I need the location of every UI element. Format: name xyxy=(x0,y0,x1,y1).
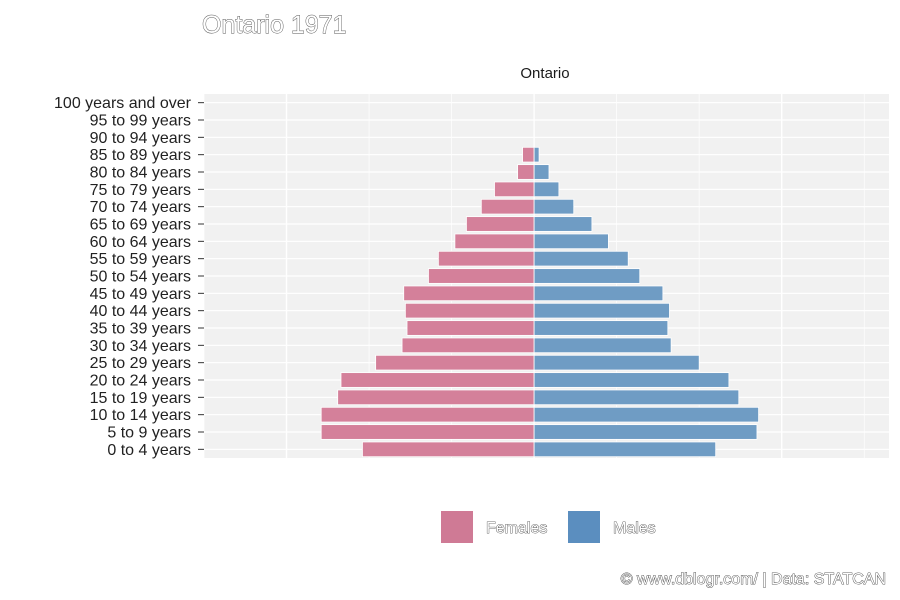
bar-females-12 xyxy=(454,233,535,250)
chart-title: Ontario 1971 xyxy=(202,11,347,39)
bar-males-6 xyxy=(533,337,672,354)
bar-males-13 xyxy=(533,216,593,232)
y-tick-label: 30 to 34 years xyxy=(90,338,191,355)
y-tick-label: 85 to 89 years xyxy=(90,147,191,164)
legend-swatch-females xyxy=(441,511,473,543)
legend-label-females: Females xyxy=(486,520,547,537)
bar-females-0 xyxy=(362,441,535,458)
legend: Females Males xyxy=(441,511,656,543)
legend-label-males: Males xyxy=(613,520,656,537)
bar-males-15 xyxy=(533,181,560,198)
bar-males-10 xyxy=(533,268,641,284)
bar-females-2 xyxy=(320,406,535,423)
bar-males-8 xyxy=(533,302,670,319)
bar-females-15 xyxy=(494,181,535,198)
bar-males-11 xyxy=(533,250,629,267)
y-tick-label: 55 to 59 years xyxy=(90,251,191,268)
bar-females-16 xyxy=(517,164,535,180)
bar-males-12 xyxy=(533,233,609,250)
y-tick-label: 90 to 94 years xyxy=(90,130,191,147)
y-tick-label: 5 to 9 years xyxy=(107,425,191,442)
bar-females-9 xyxy=(403,285,535,302)
bar-males-0 xyxy=(533,441,717,458)
bar-females-13 xyxy=(466,216,535,232)
bar-females-17 xyxy=(522,146,535,163)
bar-females-4 xyxy=(340,372,535,388)
y-tick-label: 80 to 84 years xyxy=(90,165,191,182)
bar-males-14 xyxy=(533,198,575,215)
bar-males-7 xyxy=(533,320,669,336)
bar-females-3 xyxy=(337,389,535,406)
legend-swatch-males xyxy=(568,511,600,543)
y-tick-label: 15 to 19 years xyxy=(90,390,191,407)
bar-females-1 xyxy=(320,424,535,440)
bar-males-16 xyxy=(533,164,550,180)
bar-males-3 xyxy=(533,389,740,406)
y-tick-label: 75 to 79 years xyxy=(90,182,191,199)
panel-strip-label: Ontario xyxy=(520,65,569,82)
y-tick-label: 50 to 54 years xyxy=(90,269,191,286)
y-tick-label: 40 to 44 years xyxy=(90,303,191,320)
bar-females-7 xyxy=(406,320,535,336)
bar-males-17 xyxy=(533,146,540,163)
y-tick-label: 95 to 99 years xyxy=(90,113,191,130)
bar-females-10 xyxy=(428,268,535,284)
y-tick-label: 65 to 69 years xyxy=(90,217,191,234)
y-tick-label: 70 to 74 years xyxy=(90,199,191,216)
bar-males-1 xyxy=(533,424,758,440)
bar-females-5 xyxy=(375,354,535,371)
bar-females-6 xyxy=(401,337,535,354)
y-tick-label: 25 to 29 years xyxy=(90,355,191,372)
bar-males-2 xyxy=(533,406,760,423)
y-tick-label: 100 years and over xyxy=(54,95,192,112)
y-tick-label: 0 to 4 years xyxy=(107,442,191,459)
y-tick-label: 35 to 39 years xyxy=(90,321,191,338)
bar-males-4 xyxy=(533,372,730,388)
y-tick-label: 10 to 14 years xyxy=(90,407,191,424)
y-tick-label: 45 to 49 years xyxy=(90,286,191,303)
bars xyxy=(320,146,760,458)
y-tick-label: 20 to 24 years xyxy=(90,373,191,390)
bar-females-8 xyxy=(404,302,535,319)
bar-males-5 xyxy=(533,354,700,371)
y-tick-label: 60 to 64 years xyxy=(90,234,191,251)
caption: © www.dblogr.com/ | Data: STATCAN xyxy=(621,571,886,588)
bar-males-9 xyxy=(533,285,664,302)
bar-females-11 xyxy=(437,250,535,267)
bar-females-14 xyxy=(480,198,535,215)
